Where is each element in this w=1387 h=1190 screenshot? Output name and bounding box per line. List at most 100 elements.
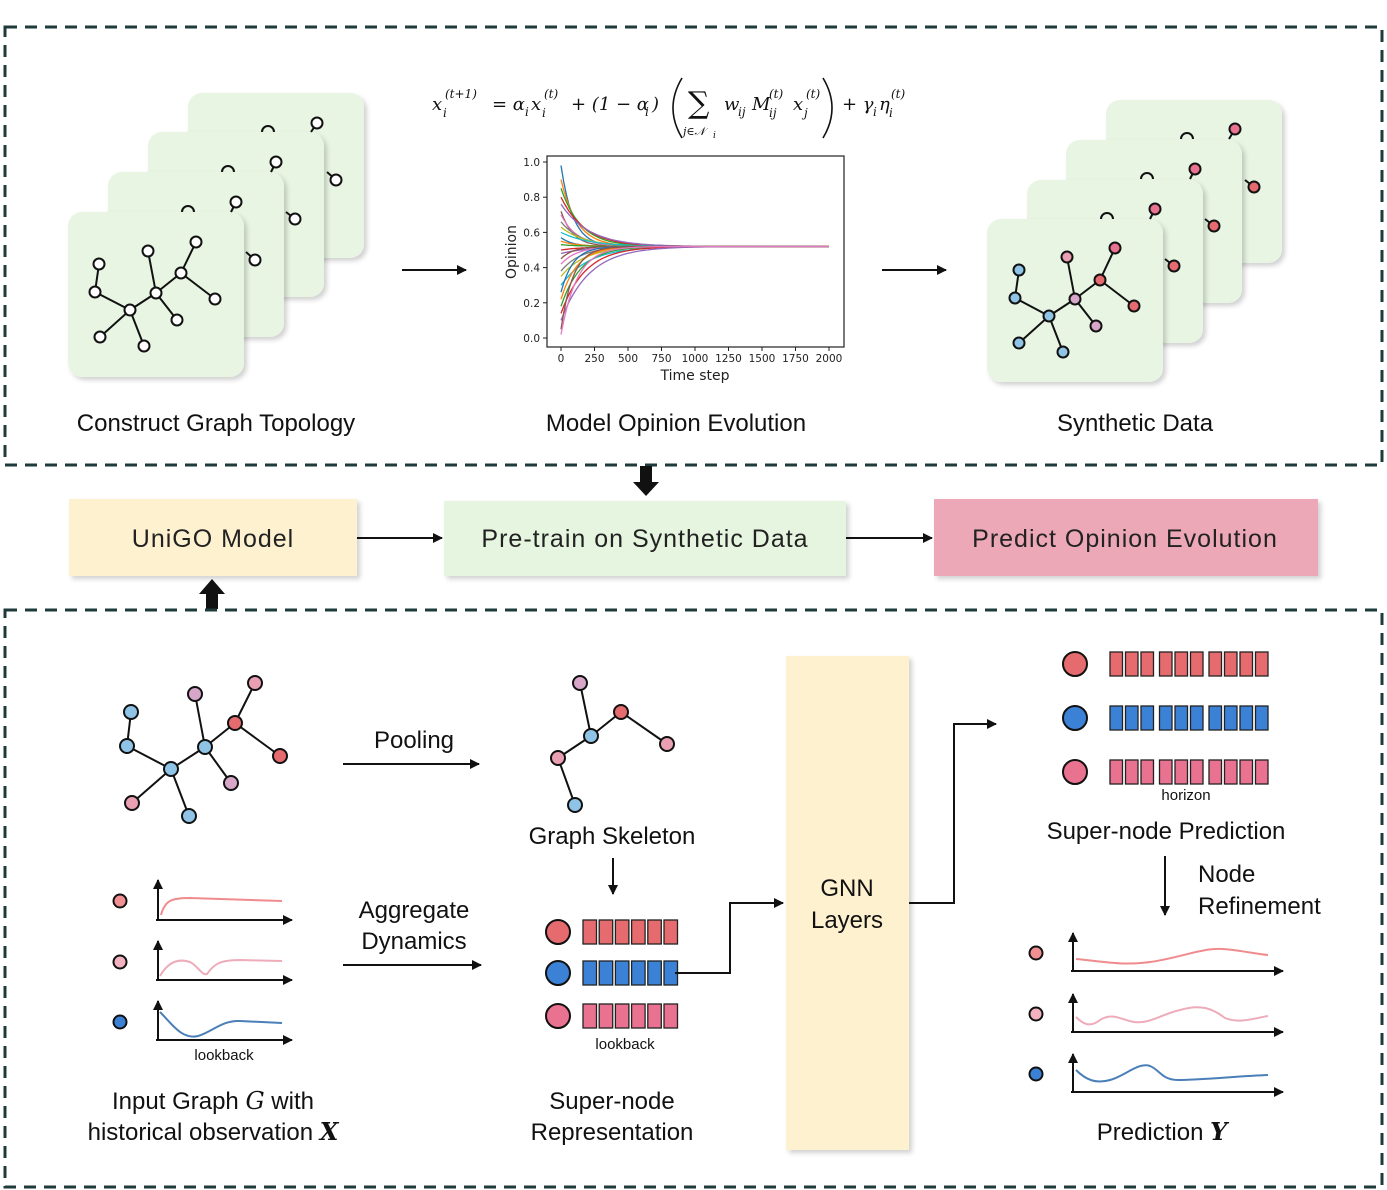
arrow-gnn-to-prediction xyxy=(909,719,997,904)
formula-eta-sub: i xyxy=(889,106,893,120)
sequence-cell xyxy=(1254,651,1269,677)
sequence-cell xyxy=(598,1003,614,1029)
sequence-cell xyxy=(663,919,679,945)
sequence-cell xyxy=(1239,705,1254,731)
formula-w: w xyxy=(724,94,740,115)
formula-alpha2-sub: i xyxy=(645,105,649,119)
input-caption-text-a: Input Graph xyxy=(112,1088,245,1115)
sequence-cell xyxy=(1109,705,1124,731)
chart-ylabel: Opinion xyxy=(504,225,520,279)
formula-gamma-sub: i xyxy=(873,105,877,119)
sequence-cell xyxy=(630,1003,646,1029)
thick-arrow-down-to-pretrain xyxy=(633,466,659,496)
sequence-cell xyxy=(1208,705,1223,731)
chart-ytick-label: 0.6 xyxy=(523,227,540,239)
node-refinement-line2: Refinement xyxy=(1198,893,1321,920)
chart-xtick-label: 2000 xyxy=(816,353,843,365)
lookback-mid-label: lookback xyxy=(595,1036,655,1053)
node-refinement-line1: Node xyxy=(1198,861,1255,888)
chart-xlabel: Time step xyxy=(660,368,730,384)
prediction-curves xyxy=(1028,932,1284,1097)
pretrain-label: Pre-train on Synthetic Data xyxy=(481,525,808,553)
formula-alpha-sub: i xyxy=(525,105,529,119)
thick-arrow-up-to-unigo xyxy=(199,579,225,609)
formula-sum-sub: j∈𝒩 xyxy=(680,125,709,138)
formula-lhs: x xyxy=(432,94,442,115)
formula-close1: ) xyxy=(651,94,659,115)
sequence-cell xyxy=(1239,651,1254,677)
input-graph-caption-line2: historical observation X xyxy=(88,1117,340,1146)
unigo-model-label: UniGO Model xyxy=(132,525,294,553)
supernode-pink xyxy=(545,1003,571,1029)
construct-graph-label: Construct Graph Topology xyxy=(77,410,355,437)
chart-y-ticks: 0.0 0.2 0.4 0.6 0.8 1.0 xyxy=(523,157,547,345)
chart-xtick-label: 1500 xyxy=(749,353,776,365)
historical-observations: lookback xyxy=(112,879,293,1064)
obs-node-2 xyxy=(112,954,128,970)
bottom-panel-border xyxy=(3,608,1384,1189)
input-caption-text-c: historical observation xyxy=(88,1119,320,1146)
obs-curve-1 xyxy=(160,896,283,916)
sequence-cell xyxy=(647,960,662,986)
arrow-rep-to-gnn xyxy=(675,898,784,974)
lookback-left-label: lookback xyxy=(194,1047,254,1064)
formula-xj: x xyxy=(793,94,803,115)
pooling-label: Pooling xyxy=(374,727,454,754)
synthetic-data-label: Synthetic Data xyxy=(1057,410,1214,437)
formula-w-sub: ij xyxy=(738,105,746,119)
chart-ytick-label: 1.0 xyxy=(523,157,540,169)
chart-xtick-label: 0 xyxy=(558,353,565,365)
rep-bar-row-blue xyxy=(582,960,679,986)
sequence-cell xyxy=(1140,759,1155,785)
formula-eta-sup: (t) xyxy=(891,87,906,101)
formula-big-paren-right xyxy=(822,77,833,139)
sequence-cell xyxy=(1254,759,1269,785)
formula-eq: = α xyxy=(492,94,525,115)
formula-big-paren-left xyxy=(672,77,683,139)
peek-nodes-right xyxy=(1100,122,1261,273)
formula-x1: x xyxy=(531,94,541,115)
formula-m-sub: ij xyxy=(769,106,777,120)
gnn-layers-box xyxy=(786,656,909,1150)
unigo-model-box xyxy=(69,499,357,576)
predict-label: Predict Opinion Evolution xyxy=(972,525,1278,553)
pretrain-box xyxy=(444,501,846,576)
graph-skeleton xyxy=(550,675,675,813)
sequence-cell xyxy=(1158,651,1173,677)
sequence-cell xyxy=(1158,705,1173,731)
supernode-red xyxy=(545,919,571,945)
obs-node-3 xyxy=(112,1014,128,1030)
sequence-cell xyxy=(598,919,614,945)
pred-supernode-red xyxy=(1062,651,1088,677)
formula-xj-sub: j xyxy=(801,106,808,120)
formula-sum-sub-i: i xyxy=(713,131,716,141)
pred-bar-row-pink xyxy=(1109,759,1269,785)
sequence-cell xyxy=(630,960,646,986)
graph-skeleton-label: Graph Skeleton xyxy=(529,823,696,850)
supernode-blue xyxy=(545,960,571,986)
sequence-cell xyxy=(1189,705,1204,731)
prediction-caption-text: Prediction xyxy=(1097,1119,1210,1146)
sequence-cell xyxy=(614,919,630,945)
chart-series-line xyxy=(560,245,829,335)
sequence-cell xyxy=(582,960,598,986)
sequence-cell xyxy=(582,1003,598,1029)
obs-curve-2 xyxy=(159,958,283,977)
sequence-cell xyxy=(1174,759,1189,785)
sequence-cell xyxy=(1124,759,1139,785)
chart-ytick-label: 0.2 xyxy=(523,298,540,310)
sequence-cell xyxy=(1208,759,1223,785)
chart-xtick-label: 1250 xyxy=(715,353,742,365)
pred-node-2 xyxy=(1028,1006,1044,1022)
chart-xtick-label: 500 xyxy=(618,353,638,365)
sequence-cell xyxy=(1109,651,1124,677)
sequence-cell xyxy=(1174,651,1189,677)
formula-m-sup: (t) xyxy=(769,87,784,101)
model-opinion-label: Model Opinion Evolution xyxy=(546,410,806,437)
formula-plus2: + γ xyxy=(842,94,874,115)
peek-nodes-left xyxy=(181,116,343,267)
formula-x1-sup: (t) xyxy=(544,87,559,101)
formula-xj-sup: (t) xyxy=(806,87,821,101)
gnn-label-line1: GNN xyxy=(820,875,873,902)
